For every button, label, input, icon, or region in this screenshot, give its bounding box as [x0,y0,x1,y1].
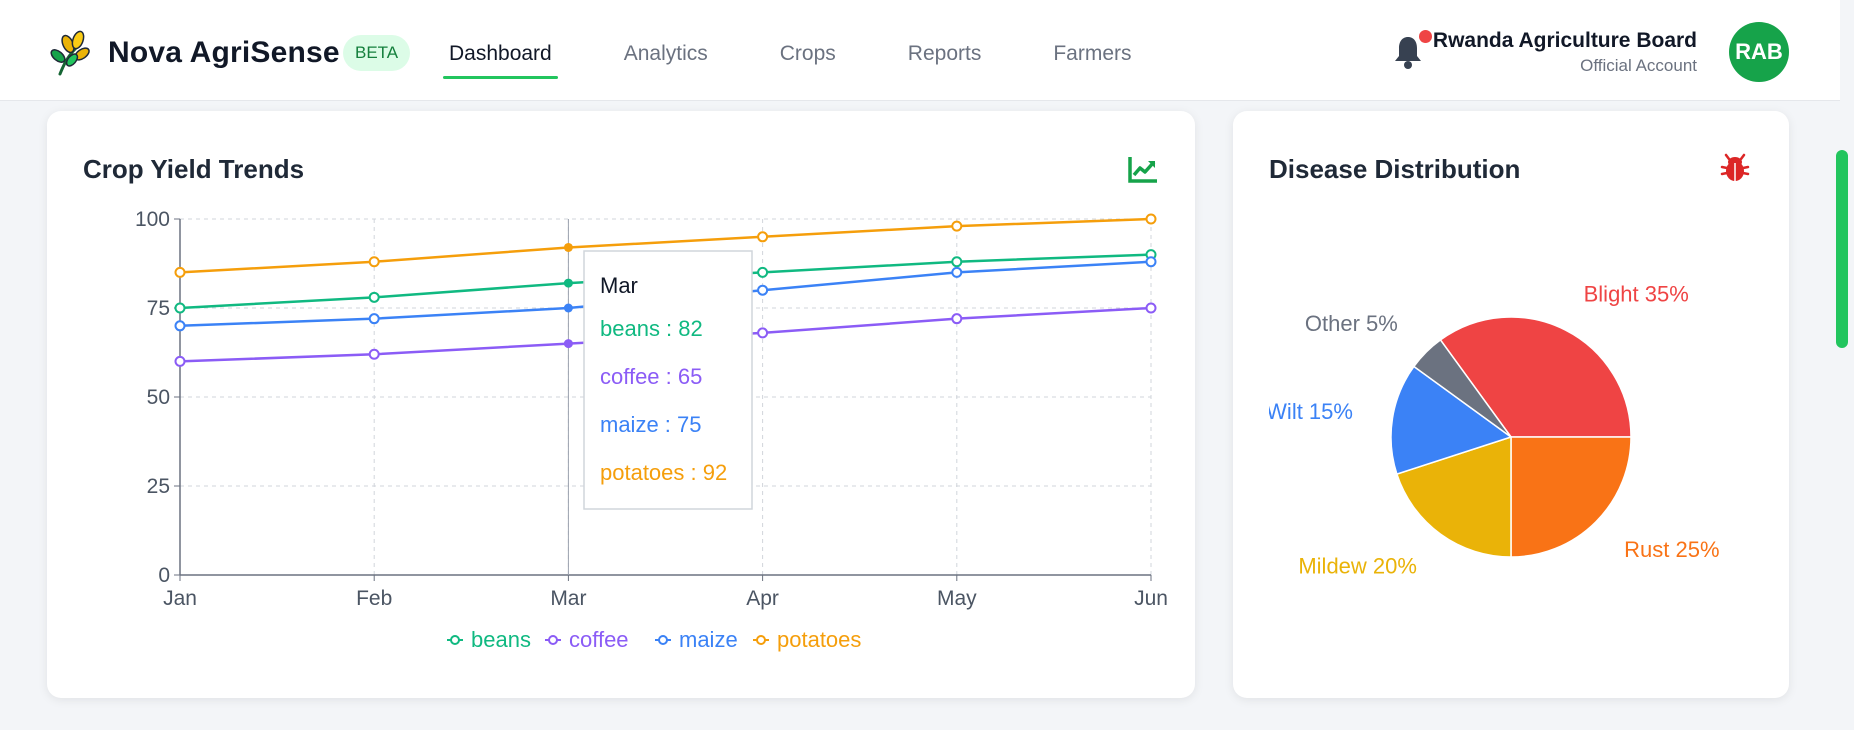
pie-slice-wilt [1390,365,1513,476]
disease-pie-chart[interactable]: Blight 35% Rust 25% Mildew 20% Wilt 15% Othe… [1233,111,1789,698]
legend-label: beans [471,627,531,652]
chart-tooltip: Mar beans : 82 coffee : 65 maize : 75 potato… [583,250,753,510]
data-point-coffee [951,313,963,325]
legend-item-beans: beans [447,627,531,652]
pie-label-rust: Rust 25% [1624,537,1719,562]
data-point-maize-active [563,303,573,313]
account-subtitle: Official Account [1580,56,1697,75]
tooltip-row-beans: beans : 82 [600,316,703,341]
x-tick-label: Jan [163,587,197,610]
data-point-potatoes [1145,213,1157,225]
x-tick-label: May [937,587,977,610]
data-point-coffee [1145,302,1157,314]
beta-badge: BETA [343,35,411,71]
disease-title: Disease Distribution [1269,154,1521,184]
data-point-maize [174,320,186,332]
y-tick-label: 100 [135,208,170,231]
crop-yield-card: Crop Yield Trends 0 25 50 75 100 Jan Feb Mar Apr… [47,111,1195,698]
legend-label: potatoes [777,627,861,652]
legend-item-maize: maize [655,627,738,652]
scrollbar-thumb[interactable] [1836,150,1848,348]
y-tick-label: 50 [147,386,170,409]
trend-icon[interactable] [1127,153,1159,185]
brand-name[interactable]: Nova AgriSense [108,36,340,69]
data-point-potatoes-active [563,242,573,252]
series-line-potatoes [179,217,1152,274]
tooltip-box [583,250,753,510]
data-point-beans [951,256,963,268]
nav-analytics[interactable]: Analytics [623,42,708,65]
disease-card: Disease Distribution Blight 35% Rust 25% M… [1233,111,1789,698]
data-point-beans-active [563,278,573,288]
nav-dashboard[interactable]: Dashboard [443,42,558,79]
pie-label-wilt: Wilt 15% [1266,399,1353,424]
legend-label: maize [679,627,738,652]
legend-item-coffee: coffee [545,627,629,652]
avatar[interactable]: RAB [1729,22,1789,82]
notification-dot [1419,30,1432,43]
legend-marker [756,635,766,645]
bug-icon[interactable] [1719,151,1751,183]
data-point-maize [1145,256,1157,268]
tooltip-title: Mar [600,273,638,298]
bell-icon[interactable] [1393,34,1423,70]
nav-crops[interactable]: Crops [779,42,836,65]
data-point-coffee [174,355,186,367]
data-point-potatoes [368,256,380,268]
data-point-maize [757,284,769,296]
x-tick-label: Feb [356,587,392,610]
pie-group: Blight 35% Rust 25% Mildew 20% Wilt 15% Othe… [1266,281,1720,578]
tooltip-row-maize: maize : 75 [600,412,702,437]
legend-marker [548,635,558,645]
data-point-beans [368,291,380,303]
crop-yield-chart[interactable]: 0 25 50 75 100 Jan Feb Mar Apr May Jun beans coffee m… [47,111,1195,698]
nav-reports[interactable]: Reports [907,42,982,65]
pie-label-blight: Blight 35% [1584,281,1689,306]
data-point-potatoes [174,266,186,278]
data-point-potatoes [951,220,963,232]
legend-item-potatoes: potatoes [753,627,861,652]
pie-slice-other [1412,338,1512,438]
data-point-maize [368,313,380,325]
legend-marker [658,635,668,645]
crop-yield-title: Crop Yield Trends [83,154,305,184]
nav-farmers[interactable]: Farmers [1053,42,1132,65]
data-point-coffee [757,327,769,339]
x-tick-label: Mar [550,587,586,610]
pie-label-mildew: Mildew 20% [1298,553,1417,578]
y-tick-label: 75 [147,297,170,320]
x-tick-label: Jun [1134,587,1168,610]
x-tick-label: Apr [746,587,779,610]
y-tick-label: 0 [158,564,170,587]
data-point-beans [757,266,769,278]
data-point-maize [951,266,963,278]
tooltip-row-potatoes: potatoes : 92 [600,460,727,485]
main-nav: Dashboard Analytics Crops Reports Farmer… [443,42,1198,79]
data-point-coffee [368,348,380,360]
top-header: Nova AgriSense BETA Dashboard Analytics … [0,0,1840,101]
y-tick-label: 25 [147,475,170,498]
legend-marker [450,635,460,645]
data-point-beans [174,302,186,314]
pie-slice-mildew [1395,435,1512,558]
data-point-potatoes [757,231,769,243]
account-name: Rwanda Agriculture Board [1432,29,1697,52]
legend-label: coffee [569,627,629,652]
tooltip-row-coffee: coffee : 65 [600,364,702,389]
wheat-logo-icon[interactable] [46,30,94,78]
pie-label-other: Other 5% [1305,311,1398,336]
pie-slice-blight [1439,316,1632,438]
data-point-coffee-active [563,339,573,349]
pie-slice-rust [1510,436,1632,558]
